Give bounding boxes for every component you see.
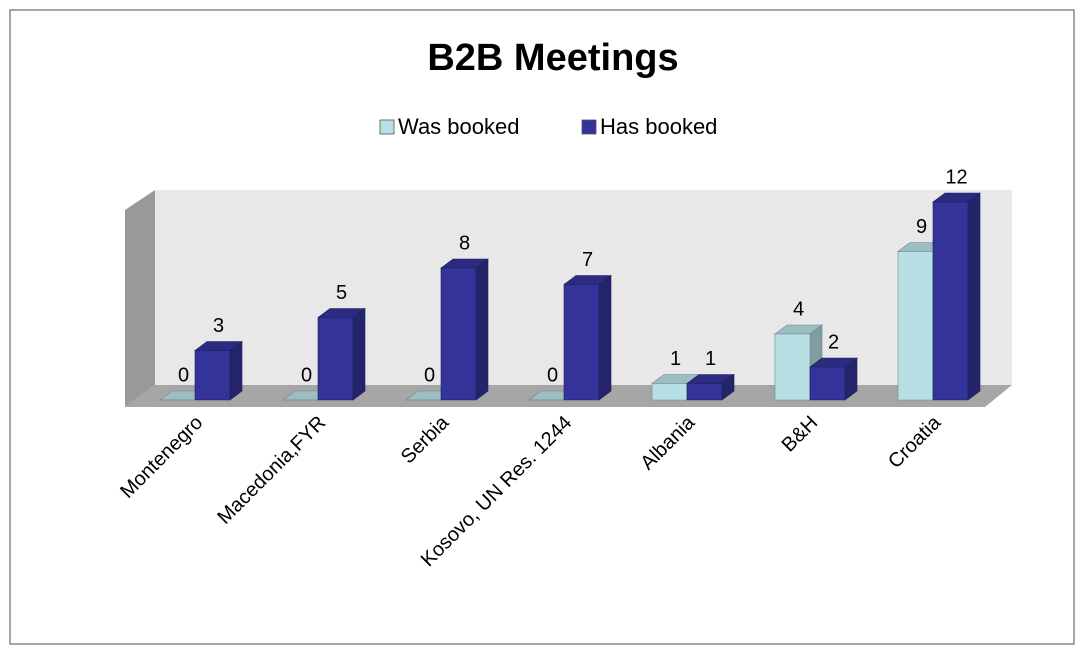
value-label: 1 bbox=[670, 348, 681, 370]
value-label: 7 bbox=[582, 249, 593, 271]
bar-side bbox=[352, 307, 366, 401]
bar-front bbox=[440, 267, 477, 401]
bar bbox=[563, 274, 612, 401]
value-label: 0 bbox=[547, 364, 558, 386]
bar bbox=[194, 340, 243, 401]
legend-label: Has booked bbox=[600, 114, 717, 139]
value-label: 8 bbox=[459, 232, 470, 254]
legend-swatch bbox=[581, 119, 597, 135]
bar-front bbox=[686, 383, 723, 401]
bar bbox=[809, 357, 858, 401]
value-label: 0 bbox=[301, 364, 312, 386]
value-label: 0 bbox=[424, 364, 435, 386]
value-label: 0 bbox=[178, 364, 189, 386]
value-label: 2 bbox=[828, 331, 839, 353]
side-wall bbox=[125, 190, 155, 407]
bar bbox=[686, 373, 735, 401]
value-label: 1 bbox=[705, 348, 716, 370]
bar-front bbox=[194, 350, 231, 401]
chart-title: B2B Meetings bbox=[427, 37, 678, 79]
bar-side bbox=[475, 258, 489, 401]
value-label: 9 bbox=[916, 216, 927, 238]
value-label: 3 bbox=[213, 315, 224, 337]
value-label: 4 bbox=[793, 298, 804, 320]
bar bbox=[932, 192, 981, 401]
bar-side bbox=[598, 274, 612, 401]
legend-label: Was booked bbox=[398, 114, 519, 139]
bar bbox=[317, 307, 366, 401]
bar-front bbox=[774, 333, 811, 401]
bar-front bbox=[317, 317, 354, 401]
bar-side bbox=[229, 340, 243, 401]
bar-front bbox=[897, 251, 934, 401]
legend-swatch bbox=[379, 119, 395, 135]
bar bbox=[440, 258, 489, 401]
value-label: 12 bbox=[945, 166, 967, 188]
bar-front bbox=[651, 383, 688, 401]
value-label: 5 bbox=[336, 282, 347, 304]
bar-front bbox=[809, 366, 846, 401]
bar-front bbox=[932, 201, 969, 401]
bar-front bbox=[563, 284, 600, 401]
bar-side bbox=[967, 192, 981, 401]
